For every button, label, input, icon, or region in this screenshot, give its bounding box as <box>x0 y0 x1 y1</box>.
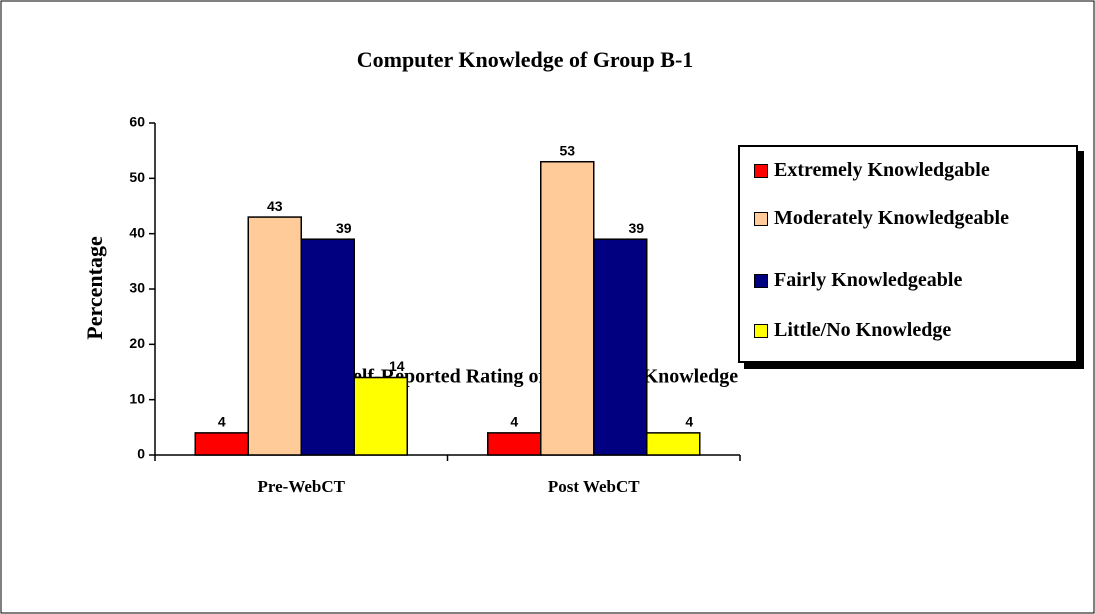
bar <box>194 432 249 456</box>
data-label: 14 <box>389 358 405 374</box>
data-label: 39 <box>628 220 644 236</box>
y-tick-label: 20 <box>129 335 145 351</box>
legend-swatch <box>754 274 768 288</box>
legend-label: Fairly Knowledgeable <box>774 269 963 291</box>
bar <box>487 432 542 456</box>
x-tick-label: Pre-WebCT <box>257 477 345 496</box>
legend-swatch <box>754 324 768 338</box>
data-label: 4 <box>218 414 226 430</box>
y-tick-label: 40 <box>129 224 145 240</box>
legend-label: Moderately Knowledgeable <box>774 207 1009 229</box>
y-tick-label: 0 <box>137 446 145 462</box>
data-label: 43 <box>267 198 283 214</box>
y-tick-label: 60 <box>129 114 145 130</box>
data-label: 39 <box>336 220 352 236</box>
bar <box>300 238 355 456</box>
legend: Extremely Knowledgable Moderately Knowled… <box>738 145 1078 363</box>
bar <box>593 238 648 456</box>
y-axis-title: Percentage <box>82 236 107 340</box>
data-label: 4 <box>510 414 518 430</box>
legend-label: Extremely Knowledgable <box>774 159 990 181</box>
y-tick-label: 10 <box>129 390 145 406</box>
legend-label: Little/No Knowledge <box>774 319 952 341</box>
data-label: 4 <box>685 414 693 430</box>
y-tick-label: 50 <box>129 169 145 185</box>
x-tick-label: Post WebCT <box>548 477 640 496</box>
bar <box>247 216 302 456</box>
y-tick-label: 30 <box>129 280 145 296</box>
data-label: 53 <box>559 142 575 158</box>
bar <box>353 376 408 456</box>
bar <box>540 160 595 456</box>
chart-title: Computer Knowledge of Group B-1 <box>357 47 694 72</box>
legend-swatch <box>754 212 768 226</box>
legend-swatch <box>754 164 768 178</box>
bar <box>646 432 701 456</box>
